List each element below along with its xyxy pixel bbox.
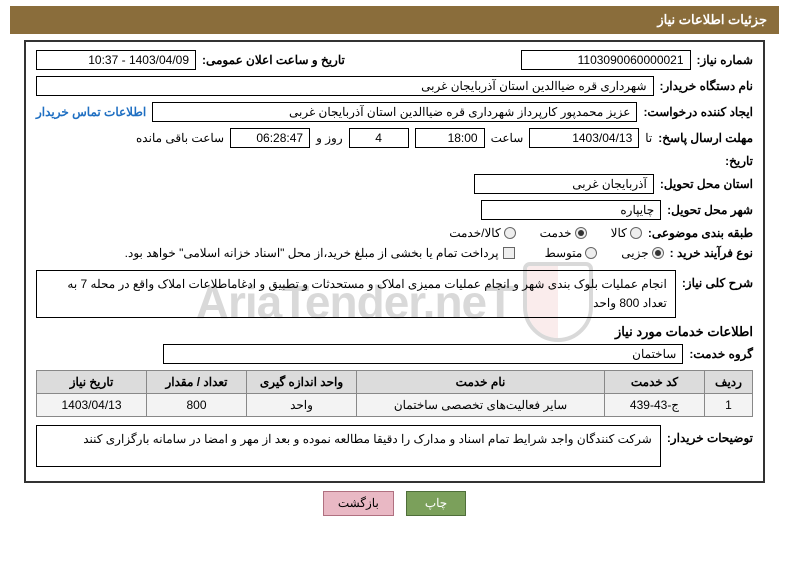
remaining-label: ساعت باقی مانده (136, 131, 224, 145)
contact-link[interactable]: اطلاعات تماس خریدار (36, 105, 146, 119)
td-code: ج-43-439 (605, 394, 705, 417)
radio-partial[interactable]: جزیی (621, 246, 663, 260)
radio-dot-icon (652, 247, 664, 259)
need-no-label: شماره نیاز: (697, 53, 753, 67)
back-button[interactable]: بازگشت (323, 491, 394, 516)
buyer-label: نام دستگاه خریدار: (660, 79, 754, 93)
radio-dot-icon (585, 247, 597, 259)
row-desc: شرح کلی نیاز: انجام عملیات بلوک بندی شهر… (36, 270, 753, 318)
header-title: جزئیات اطلاعات نیاز (657, 12, 767, 27)
service-table: ردیف کد خدمت نام خدمت واحد اندازه گیری ت… (36, 370, 753, 417)
radio-service[interactable]: خدمت (540, 226, 587, 240)
radio-goods-label: کالا (611, 226, 627, 240)
buyer-notes-field: شرکت کنندگان واجد شرایط تمام اسناد و مدا… (36, 425, 661, 467)
until-label: تا (645, 131, 652, 145)
radio-dot-icon (575, 227, 587, 239)
city-field: چایپاره (481, 200, 661, 220)
row-deadline: مهلت ارسال پاسخ: تا 1403/04/13 ساعت 18:0… (36, 128, 753, 148)
desc-label: شرح کلی نیاز: (682, 276, 753, 290)
td-name: سایر فعالیت‌های تخصصی ساختمان (357, 394, 605, 417)
table-header-row: ردیف کد خدمت نام خدمت واحد اندازه گیری ت… (37, 371, 753, 394)
payment-note-group: پرداخت تمام یا بخشی از مبلغ خرید،از محل … (125, 246, 515, 260)
row-buyer-notes: توضیحات خریدار: شرکت کنندگان واجد شرایط … (36, 425, 753, 467)
row-need-no: شماره نیاز: 1103090060000021 تاریخ و ساع… (36, 50, 753, 70)
remaining-time-field: 06:28:47 (230, 128, 310, 148)
th-name: نام خدمت (357, 371, 605, 394)
svc-group-label: گروه خدمت: (689, 347, 753, 361)
requester-label: ایجاد کننده درخواست: (643, 105, 753, 119)
proc-type-label: نوع فرآیند خرید : (670, 246, 753, 260)
th-date: تاریخ نیاز (37, 371, 147, 394)
td-date: 1403/04/13 (37, 394, 147, 417)
footer-buttons: چاپ بازگشت (0, 491, 789, 516)
subj-class-label: طبقه بندی موضوعی: (648, 226, 753, 240)
ann-label: تاریخ و ساعت اعلان عمومی: (202, 53, 345, 67)
need-no-field: 1103090060000021 (521, 50, 691, 70)
svc-group-field: ساختمان (163, 344, 683, 364)
radio-partial-label: جزیی (621, 246, 648, 260)
th-code: کد خدمت (605, 371, 705, 394)
buyer-field: شهرداری قره ضیاالدین استان آذربایجان غرب… (36, 76, 654, 96)
row-svc-group: گروه خدمت: ساختمان (36, 344, 753, 364)
payment-note: پرداخت تمام یا بخشی از مبلغ خرید،از محل … (125, 246, 499, 260)
radio-medium-label: متوسط (545, 246, 583, 260)
radio-dot-icon (630, 227, 642, 239)
days-label: روز و (316, 131, 343, 145)
table-row: 1 ج-43-439 سایر فعالیت‌های تخصصی ساختمان… (37, 394, 753, 417)
province-field: آذربایجان غربی (474, 174, 654, 194)
row-buyer: نام دستگاه خریدار: شهرداری قره ضیاالدین … (36, 76, 753, 96)
td-unit: واحد (247, 394, 357, 417)
deadline-date-field: 1403/04/13 (529, 128, 639, 148)
row-date: تاریخ: (36, 154, 753, 168)
radio-dot-icon (504, 227, 516, 239)
date-label: تاریخ: (725, 154, 753, 168)
main-panel: AriaTender.neT شماره نیاز: 1103090060000… (24, 40, 765, 483)
radio-goods-service[interactable]: کالا/خدمت (449, 226, 515, 240)
radio-medium[interactable]: متوسط (545, 246, 598, 260)
service-section-title: اطلاعات خدمات مورد نیاز (36, 324, 753, 340)
row-requester: ایجاد کننده درخواست: عزیز محمدپور کارپرد… (36, 102, 753, 122)
row-subject-class: طبقه بندی موضوعی: کالا خدمت کالا/خدمت (36, 226, 753, 240)
province-label: استان محل تحویل: (660, 177, 753, 191)
row-proc-type: نوع فرآیند خرید : جزیی متوسط پرداخت تمام… (36, 246, 753, 260)
desc-field: انجام عملیات بلوک بندی شهر و انجام عملیا… (36, 270, 676, 318)
th-unit: واحد اندازه گیری (247, 371, 357, 394)
radio-goods-service-label: کالا/خدمت (449, 226, 500, 240)
page-header: جزئیات اطلاعات نیاز (10, 6, 779, 34)
td-idx: 1 (705, 394, 753, 417)
checkbox-icon[interactable] (503, 247, 515, 259)
deadline-label: مهلت ارسال پاسخ: (658, 131, 753, 145)
time-label: ساعت (491, 131, 524, 145)
ann-field: 1403/04/09 - 10:37 (36, 50, 196, 70)
td-qty: 800 (147, 394, 247, 417)
radio-goods[interactable]: کالا (611, 226, 642, 240)
th-idx: ردیف (705, 371, 753, 394)
deadline-time-field: 18:00 (415, 128, 485, 148)
days-field: 4 (349, 128, 409, 148)
row-city: شهر محل تحویل: چایپاره (36, 200, 753, 220)
th-qty: تعداد / مقدار (147, 371, 247, 394)
city-label: شهر محل تحویل: (667, 203, 753, 217)
row-province: استان محل تحویل: آذربایجان غربی (36, 174, 753, 194)
radio-service-label: خدمت (540, 226, 572, 240)
requester-field: عزیز محمدپور کارپرداز شهرداری قره ضیاالد… (152, 102, 637, 122)
buyer-notes-label: توضیحات خریدار: (667, 431, 753, 445)
print-button[interactable]: چاپ (406, 491, 466, 516)
